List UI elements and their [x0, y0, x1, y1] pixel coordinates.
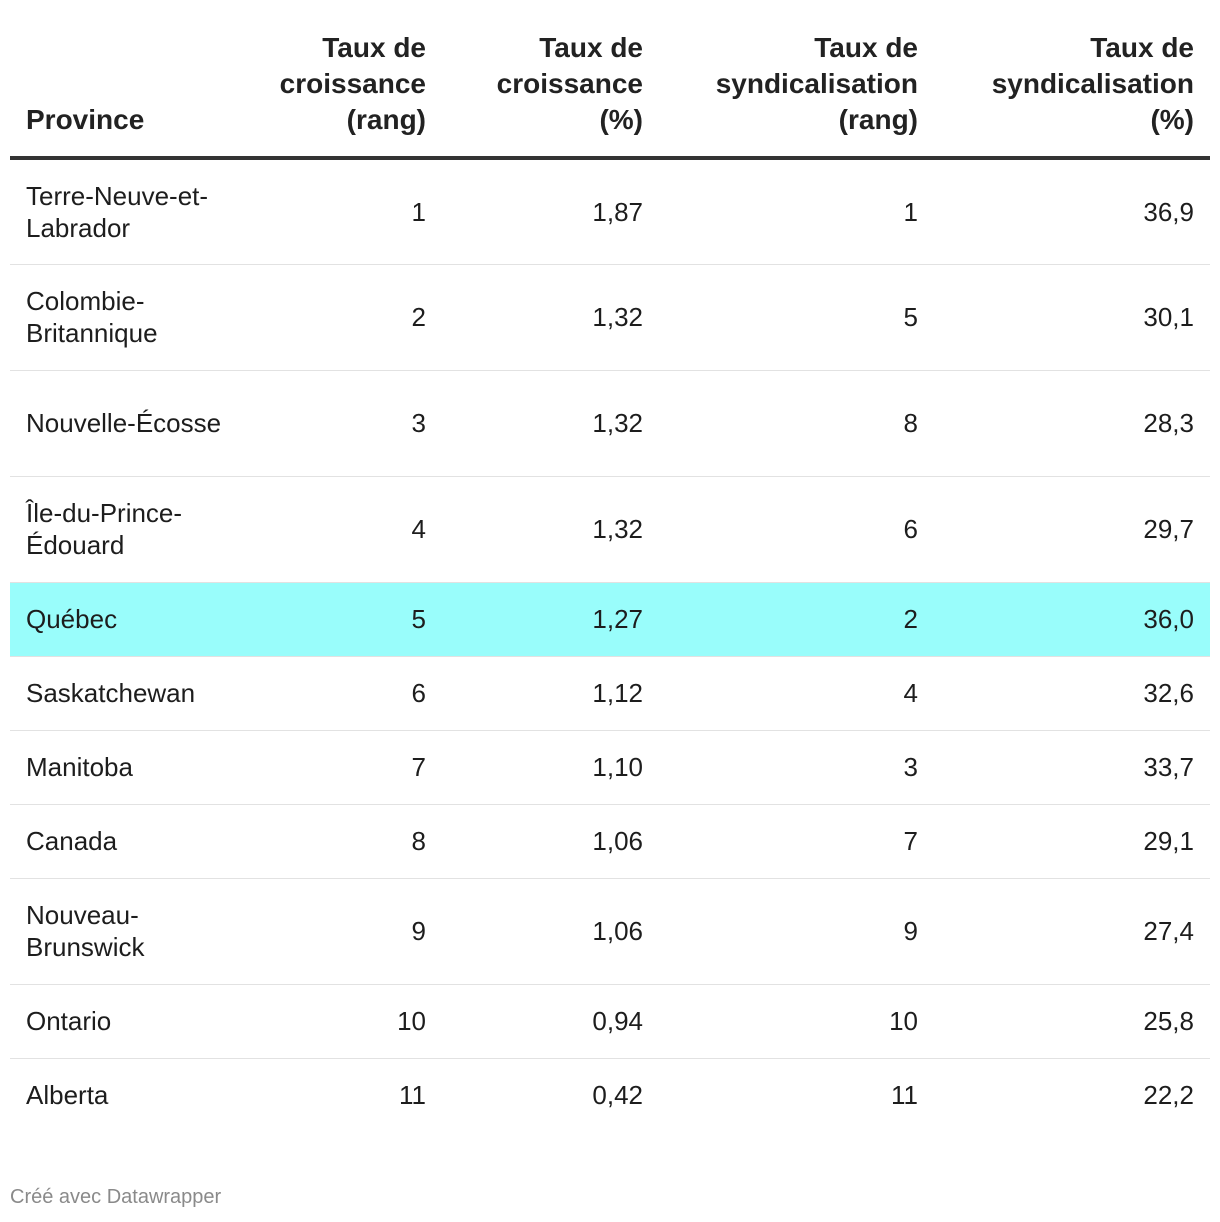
value-cell: 8: [659, 370, 934, 477]
table-row: Québec 5 1,27 2 36,0: [10, 582, 1210, 657]
value-cell: 10: [250, 984, 442, 1059]
value-cell: 5: [659, 264, 934, 371]
value-cell: 11: [891, 1080, 918, 1111]
data-table: Province Taux de croissance (rang) Taux de…: [10, 30, 1210, 1132]
province-cell: Québec: [10, 582, 250, 657]
value-cell: 11: [399, 1080, 426, 1111]
table-row: Colombie-Britannique 2 1,32 5 30,1: [10, 264, 1210, 371]
table-row: Manitoba 7 1,10 3 33,7: [10, 730, 1210, 805]
value-cell: 30,1: [934, 264, 1210, 371]
province-name: Terre-Neuve-et-Labrador: [26, 180, 209, 243]
province-cell: Canada: [10, 804, 250, 879]
value-cell: 1,06: [442, 804, 659, 879]
value-cell: 10: [659, 984, 934, 1059]
province-cell: Ontario: [10, 984, 250, 1059]
province-name: Québec: [26, 604, 118, 634]
value-cell: 29,7: [934, 476, 1210, 583]
table-row: Terre-Neuve-et-Labrador 1 1,87 1 36,9: [10, 158, 1210, 265]
column-header-1[interactable]: Taux de croissance (rang): [250, 30, 442, 160]
column-header-0[interactable]: Province: [10, 30, 250, 160]
value-cell: 7: [250, 730, 442, 805]
province-cell: Manitoba: [10, 730, 250, 805]
table-row: Nouveau-Brunswick 9 1,06 9 27,4: [10, 878, 1210, 985]
value-cell: 27,4: [934, 878, 1210, 985]
value-cell: 33,7: [934, 730, 1210, 805]
value-cell: 36,0: [934, 582, 1210, 657]
province-cell: Nouvelle-Écosse: [10, 370, 250, 477]
value-cell: 6: [250, 656, 442, 731]
column-header-2[interactable]: Taux de croissance (%): [442, 30, 659, 160]
value-cell: 1,32: [442, 370, 659, 477]
province-name: Nouvelle-Écosse: [26, 408, 222, 438]
value-cell: 1,12: [442, 656, 659, 731]
value-cell: 4: [250, 476, 442, 583]
value-cell: 2: [659, 582, 934, 657]
datawrapper-credit: Créé avec Datawrapper: [10, 1186, 222, 1208]
value-cell: 3: [250, 370, 442, 477]
province-name: Alberta: [26, 1080, 109, 1111]
province-name: Île-du-Prince-Édouard: [26, 498, 183, 560]
column-header-4[interactable]: Taux de syndicalisation (%): [934, 30, 1210, 160]
province-name: Nouveau-Brunswick: [26, 900, 145, 962]
table-row: Ontario 10 0,94 10 25,8: [10, 984, 1210, 1059]
value-cell: 1,06: [442, 878, 659, 985]
value-cell: 9: [659, 878, 934, 985]
value-cell: 8: [250, 804, 442, 879]
header-row: Province Taux de croissance (rang) Taux de…: [10, 30, 1210, 160]
table-row: Saskatchewan 6 1,12 4 32,6: [10, 656, 1210, 731]
value-cell: 1,32: [442, 476, 659, 583]
data-table-container: Province Taux de croissance (rang) Taux de…: [10, 30, 1210, 1132]
value-cell: 5: [250, 582, 442, 657]
value-cell: 36,9: [934, 158, 1210, 265]
table-row: Alberta 11 0,42 11 22,2: [10, 1058, 1210, 1132]
value-cell: 1,27: [442, 582, 659, 657]
province-name: Ontario: [26, 1006, 112, 1036]
province-cell: Alberta: [10, 1058, 250, 1132]
column-header-3[interactable]: Taux de syndicalisation (rang): [659, 30, 934, 160]
province-name: Colombie-Britannique: [26, 286, 158, 348]
value-cell: 2: [250, 264, 442, 371]
value-cell: 9: [250, 878, 442, 985]
value-cell: 32,6: [934, 656, 1210, 731]
table-row: Canada 8 1,06 7 29,1: [10, 804, 1210, 879]
table-body: Terre-Neuve-et-Labrador 1 1,87 1 36,9 Colombi…: [10, 158, 1210, 1132]
value-cell: 1,10: [442, 730, 659, 805]
province-cell: Nouveau-Brunswick: [10, 878, 250, 985]
value-cell: 22,2: [1143, 1080, 1194, 1111]
province-cell: Île-du-Prince-Édouard: [10, 476, 250, 583]
province-name: Saskatchewan: [26, 678, 196, 708]
value-cell: 25,8: [934, 984, 1210, 1059]
value-cell: 7: [659, 804, 934, 879]
province-cell: Saskatchewan: [10, 656, 250, 731]
value-cell: 3: [659, 730, 934, 805]
table-row: Île-du-Prince-Édouard 4 1,32 6 29,7: [10, 476, 1210, 583]
province-name: Manitoba: [26, 752, 133, 782]
value-cell: 0,94: [442, 984, 659, 1059]
table-header: Province Taux de croissance (rang) Taux de…: [10, 30, 1210, 160]
value-cell: 29,1: [934, 804, 1210, 879]
province-cell: Colombie-Britannique: [10, 264, 250, 371]
province-name: Canada: [26, 826, 118, 856]
value-cell: 1,32: [442, 264, 659, 371]
table-row: Nouvelle-Écosse 3 1,32 8 28,3: [10, 370, 1210, 477]
value-cell: 1,87: [442, 158, 659, 265]
value-cell: 28,3: [934, 370, 1210, 477]
value-cell: 1: [659, 158, 934, 265]
value-cell: 0,42: [592, 1080, 643, 1111]
value-cell: 1: [250, 158, 442, 265]
value-cell: 4: [659, 656, 934, 731]
province-cell: Terre-Neuve-et-Labrador: [10, 158, 250, 265]
value-cell: 6: [659, 476, 934, 583]
